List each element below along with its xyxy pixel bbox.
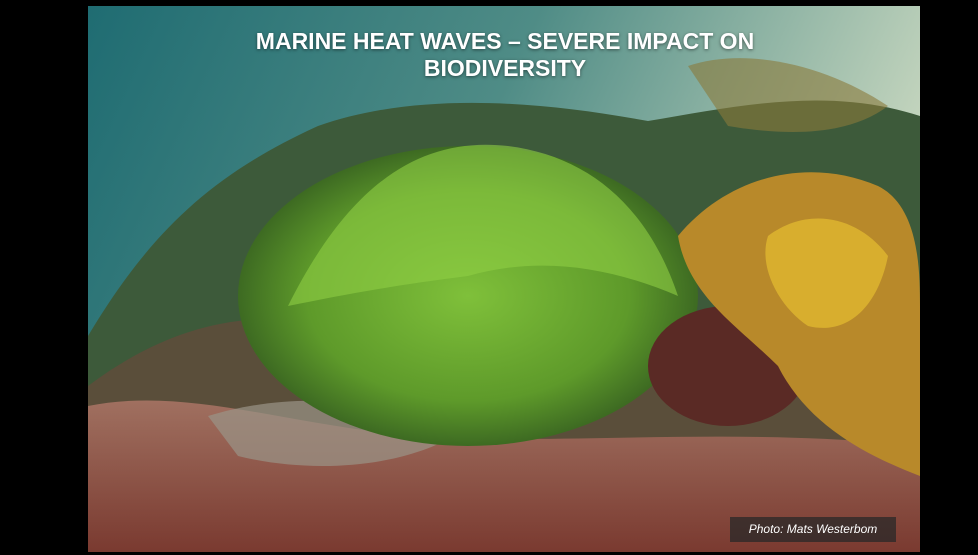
- slide-title: MARINE HEAT WAVES – SEVERE IMPACT ON BIO…: [255, 28, 755, 81]
- underwater-photo: [88, 6, 920, 552]
- photo-credit: Photo: Mats Westerbom: [730, 517, 896, 542]
